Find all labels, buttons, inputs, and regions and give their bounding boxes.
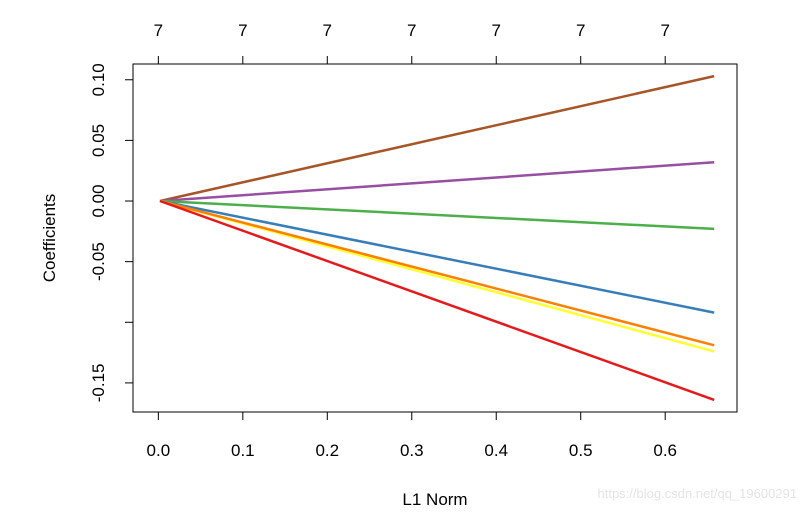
top-tick-label: 7 [660,21,669,40]
series-line-6 [159,199,715,347]
top-tick-label: 7 [407,21,416,40]
plot-frame [132,63,738,413]
top-tick-label: 7 [492,21,501,40]
y-tick-label: -0.05 [89,242,108,281]
y-tick-label: -0.15 [89,364,108,403]
y-tick-label: 0.05 [89,124,108,157]
x-tick-label: 0.6 [653,441,677,460]
x-axis: 0.0 0.1 0.2 0.3 0.4 0.5 0.6 [147,411,677,460]
y-axis: -0.15 -0.05 0.00 0.05 0.10 [89,63,134,403]
series-line-4 [159,199,715,314]
x-tick-label: 0.1 [231,441,255,460]
x-tick-label: 0.2 [315,441,339,460]
series-lines [159,74,715,402]
top-tick-label: 7 [154,21,163,40]
x-tick-label: 0.4 [484,441,508,460]
watermark-text: https://blog.csdn.net/qq_19600291 [597,486,798,501]
top-tick-label: 7 [576,21,585,40]
series-line-7 [159,199,715,402]
series-line-2 [159,160,715,203]
x-tick-label: 0.3 [400,441,424,460]
series-line-1 [159,74,715,203]
top-tick-label: 7 [238,21,247,40]
y-axis-title: Coefficients [40,194,59,283]
top-axis: 7 7 7 7 7 7 7 [154,21,670,65]
x-tick-label: 0.5 [569,441,593,460]
y-tick-label: 0.10 [89,63,108,96]
series-line-3 [159,199,715,231]
y-tick-label: 0.00 [89,184,108,217]
top-tick-label: 7 [323,21,332,40]
x-axis-title: L1 Norm [402,490,467,509]
x-tick-label: 0.0 [147,441,171,460]
